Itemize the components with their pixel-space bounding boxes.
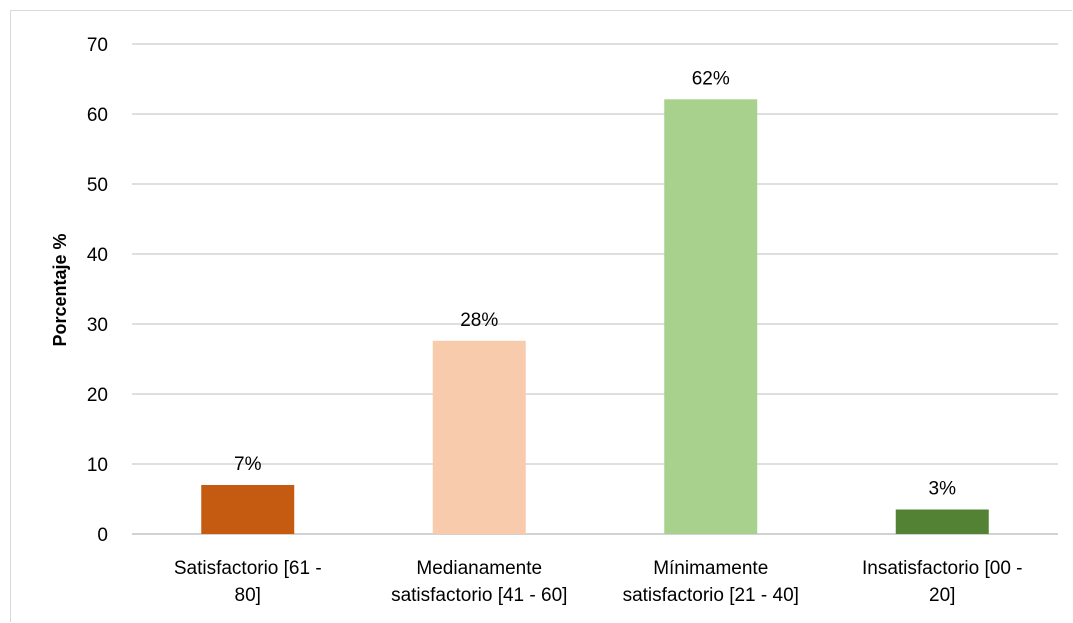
y-tick-label: 40 (87, 245, 108, 266)
y-tick-label: 50 (87, 175, 108, 196)
x-category-label: 80] (235, 585, 261, 606)
y-tick-label: 30 (87, 315, 108, 336)
bar (895, 509, 989, 534)
y-tick-label: 20 (87, 385, 108, 406)
x-category-label: satisfactorio [21 - 40] (623, 585, 799, 606)
chart-frame (10, 10, 1072, 622)
data-label: 3% (929, 479, 957, 500)
y-axis-title: Porcentaje % (50, 233, 70, 346)
y-tick-label: 0 (97, 525, 108, 546)
bar (664, 99, 758, 535)
data-label: 7% (234, 454, 262, 475)
x-category-label: Mínimamente (653, 558, 768, 579)
y-tick-label: 70 (87, 35, 108, 56)
data-label: 62% (692, 68, 730, 89)
data-label: 28% (460, 310, 498, 331)
y-tick-label: 60 (87, 105, 108, 126)
x-category-label: satisfactorio [41 - 60] (391, 585, 567, 606)
y-tick-label: 10 (87, 455, 108, 476)
bar (201, 485, 295, 534)
x-category-label: Medianamente (416, 558, 542, 579)
x-category-label: Insatisfactorio [00 - (862, 558, 1023, 579)
bar (432, 340, 526, 534)
x-category-label: Satisfactorio [61 - (174, 558, 322, 579)
x-category-label: 20] (929, 585, 955, 606)
